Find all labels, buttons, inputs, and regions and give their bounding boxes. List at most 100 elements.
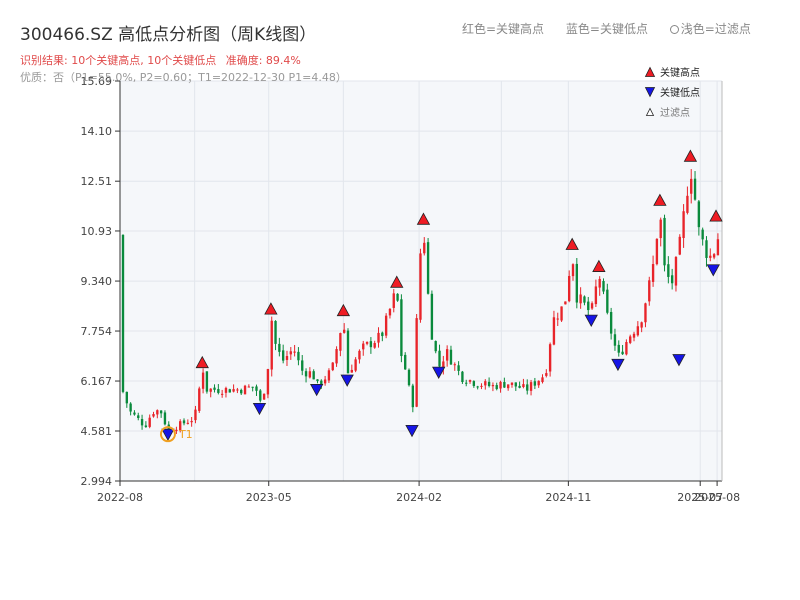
candle-body bbox=[693, 178, 697, 200]
circle-icon bbox=[669, 25, 679, 34]
candle-body bbox=[705, 240, 708, 258]
candle-body bbox=[640, 322, 643, 328]
candle-body bbox=[381, 332, 384, 337]
key-low-marker bbox=[161, 428, 175, 442]
candle-body bbox=[472, 381, 476, 386]
candle-body bbox=[514, 382, 517, 387]
legend-blue-text: 蓝色=关键低点 bbox=[565, 22, 648, 36]
candle-body bbox=[339, 333, 342, 351]
t1-label: T1 bbox=[178, 428, 193, 441]
candle-body bbox=[648, 280, 651, 302]
y-tick-label: 9.340 bbox=[81, 275, 113, 288]
y-tick-label: 6.167 bbox=[81, 375, 113, 388]
candle-body bbox=[529, 382, 533, 391]
candle-body bbox=[369, 341, 373, 348]
candle-body bbox=[682, 211, 685, 239]
candle-body bbox=[583, 296, 586, 303]
candle-body bbox=[568, 275, 571, 302]
candle-body bbox=[594, 286, 598, 305]
candle-body bbox=[133, 412, 136, 415]
candle-body bbox=[323, 379, 327, 384]
candle-body bbox=[690, 178, 693, 194]
candle-body bbox=[598, 278, 601, 288]
candle-body bbox=[236, 389, 239, 391]
y-tick-label: 14.10 bbox=[81, 125, 113, 138]
key-low-marker bbox=[252, 402, 267, 416]
candle-body bbox=[556, 318, 559, 320]
candle-body bbox=[484, 381, 487, 386]
legend-label: 关键高点 bbox=[660, 66, 700, 79]
candle-body bbox=[445, 349, 449, 361]
key-low-marker bbox=[584, 314, 598, 327]
key-high-marker bbox=[683, 149, 698, 162]
legend-label: 过滤点 bbox=[660, 106, 690, 119]
candle-body bbox=[308, 371, 312, 378]
key-low-marker bbox=[309, 384, 324, 397]
candle-body bbox=[392, 293, 395, 308]
candle-body bbox=[156, 410, 159, 415]
candle-body bbox=[343, 329, 346, 333]
x-tick-label: 2025-07 bbox=[677, 491, 723, 504]
candle-body bbox=[625, 342, 628, 355]
key-high-marker bbox=[565, 237, 579, 250]
candle-body bbox=[404, 354, 407, 370]
candle-body bbox=[686, 195, 689, 213]
candle-body bbox=[415, 318, 418, 407]
candle-body bbox=[659, 219, 662, 239]
candle-body bbox=[388, 308, 392, 316]
candle-body bbox=[335, 349, 338, 364]
candle-body bbox=[541, 377, 544, 383]
candle-body bbox=[270, 320, 273, 370]
candle-body bbox=[144, 425, 148, 428]
candle-body bbox=[251, 386, 254, 388]
candle-body bbox=[262, 393, 266, 400]
legend-marker bbox=[644, 66, 656, 77]
candle-body bbox=[281, 350, 285, 361]
candle-body bbox=[560, 306, 563, 321]
candle-body bbox=[449, 349, 453, 365]
candle-body bbox=[663, 217, 666, 266]
candle-body bbox=[396, 293, 399, 301]
candle-body bbox=[331, 362, 334, 371]
result-label: 识别结果: 10个关键高点, 10个关键低点 bbox=[20, 54, 217, 67]
legend-light-text: 浅色=过滤点 bbox=[680, 22, 751, 36]
candle-body bbox=[701, 229, 704, 240]
candle-body bbox=[293, 351, 296, 353]
legend-marker bbox=[645, 107, 655, 116]
candle-body bbox=[453, 364, 456, 366]
candle-body bbox=[533, 381, 537, 386]
candle-body bbox=[438, 350, 441, 367]
candle-body bbox=[430, 293, 434, 340]
candle-body bbox=[571, 264, 575, 277]
key-high-marker bbox=[592, 259, 606, 272]
y-tick-label: 7.754 bbox=[81, 325, 113, 338]
candle-body bbox=[346, 330, 350, 374]
candle-body bbox=[587, 301, 590, 311]
candle-body bbox=[602, 281, 605, 292]
t1-ring bbox=[159, 426, 176, 443]
key-high-marker bbox=[653, 193, 667, 206]
candle-body bbox=[358, 350, 361, 360]
top-legend: 红色=关键高点 蓝色=关键低点 浅色=过滤点 bbox=[462, 20, 769, 37]
candle-body bbox=[712, 254, 716, 258]
candle-body bbox=[350, 369, 353, 373]
candle-body bbox=[674, 256, 678, 286]
result-line: 识别结果: 10个关键高点, 10个关键低点 准确度: 89.4% bbox=[20, 52, 301, 68]
candle-body bbox=[709, 255, 712, 258]
candle-body bbox=[537, 380, 540, 386]
candle-body bbox=[220, 393, 224, 395]
candle-body bbox=[442, 361, 445, 369]
legend-light-item: 浅色=过滤点 bbox=[669, 22, 751, 36]
candle-body bbox=[121, 234, 125, 392]
candle-body bbox=[255, 386, 258, 391]
accuracy-label: 准确度: 89.4% bbox=[225, 54, 301, 67]
candle-body bbox=[297, 351, 300, 361]
candle-body bbox=[606, 289, 609, 313]
y-tick-label: 2.994 bbox=[81, 475, 113, 488]
candle-body bbox=[266, 369, 270, 395]
candle-body bbox=[274, 320, 277, 344]
x-tick-label: 2024-11 bbox=[545, 491, 591, 504]
candle-body bbox=[609, 312, 613, 334]
candle-body bbox=[407, 369, 411, 386]
